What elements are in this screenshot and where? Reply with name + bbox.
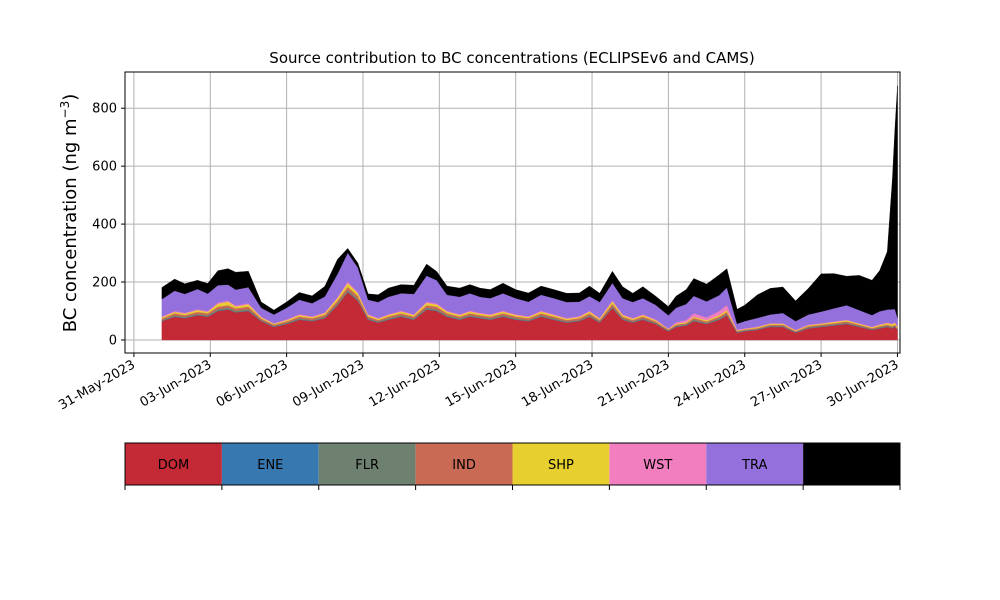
legend-swatch-flr <box>318 443 416 485</box>
x-tick-label: 15-Jun-2023 <box>443 357 520 410</box>
legend-label-tra: TRA <box>741 458 767 473</box>
legend-label-wst: WST <box>643 458 672 473</box>
series-area-bb <box>161 85 898 324</box>
y-axis-ticks: 0 200 400 600 800 <box>92 102 125 348</box>
legend-swatch-shp <box>512 443 610 485</box>
y-tick-label: 600 <box>92 160 117 175</box>
x-tick-label: 09-Jun-2023 <box>290 357 367 410</box>
legend-swatch-dom <box>125 443 222 485</box>
chart-title: Source contribution to BC concentrations… <box>269 49 754 67</box>
x-tick-label: 06-Jun-2023 <box>214 357 291 410</box>
x-tick-label: 30-Jun-2023 <box>825 357 902 410</box>
legend-swatch-ind <box>415 443 513 485</box>
x-tick-label: 12-Jun-2023 <box>367 357 444 410</box>
legend-label-flr: FLR <box>355 458 379 473</box>
legend-label-shp: SHP <box>548 458 574 473</box>
x-axis-ticks: 31-May-2023 03-Jun-2023 06-Jun-2023 09-Jun-… <box>56 353 901 413</box>
plot-frame <box>124 71 901 354</box>
y-axis-label-close: ) <box>60 94 81 101</box>
y-axis-label: BC concentration (ng m−3) <box>58 94 81 333</box>
x-tick-label: 03-Jun-2023 <box>137 357 214 410</box>
legend-swatch-wst <box>609 443 707 485</box>
y-tick-label: 400 <box>92 218 117 233</box>
legend-label-dom: DOM <box>158 458 189 473</box>
series-areas <box>161 85 898 341</box>
x-tick-label: 24-Jun-2023 <box>672 357 749 410</box>
legend-swatch-bb <box>803 443 900 485</box>
y-tick-label: 200 <box>92 276 117 291</box>
legend-label-bb: BB <box>843 458 861 473</box>
x-tick-label: 31-May-2023 <box>56 357 138 413</box>
x-tick-label: 18-Jun-2023 <box>519 357 596 410</box>
y-axis-label-superscript: −3 <box>58 101 72 119</box>
legend-swatch-ene <box>221 443 319 485</box>
y-tick-label: 0 <box>109 333 117 348</box>
legend-swatch-tra <box>706 443 804 485</box>
x-tick-label: 21-Jun-2023 <box>596 357 673 410</box>
legend-label-ind: IND <box>452 458 476 473</box>
y-axis-label-main: BC concentration (ng m <box>60 118 81 332</box>
legend-label-ene: ENE <box>257 458 283 473</box>
x-tick-label: 27-Jun-2023 <box>748 357 825 410</box>
y-tick-label: 800 <box>92 102 117 117</box>
legend: DOM ENE FLR IND SHP WST TRA BB <box>124 442 901 490</box>
